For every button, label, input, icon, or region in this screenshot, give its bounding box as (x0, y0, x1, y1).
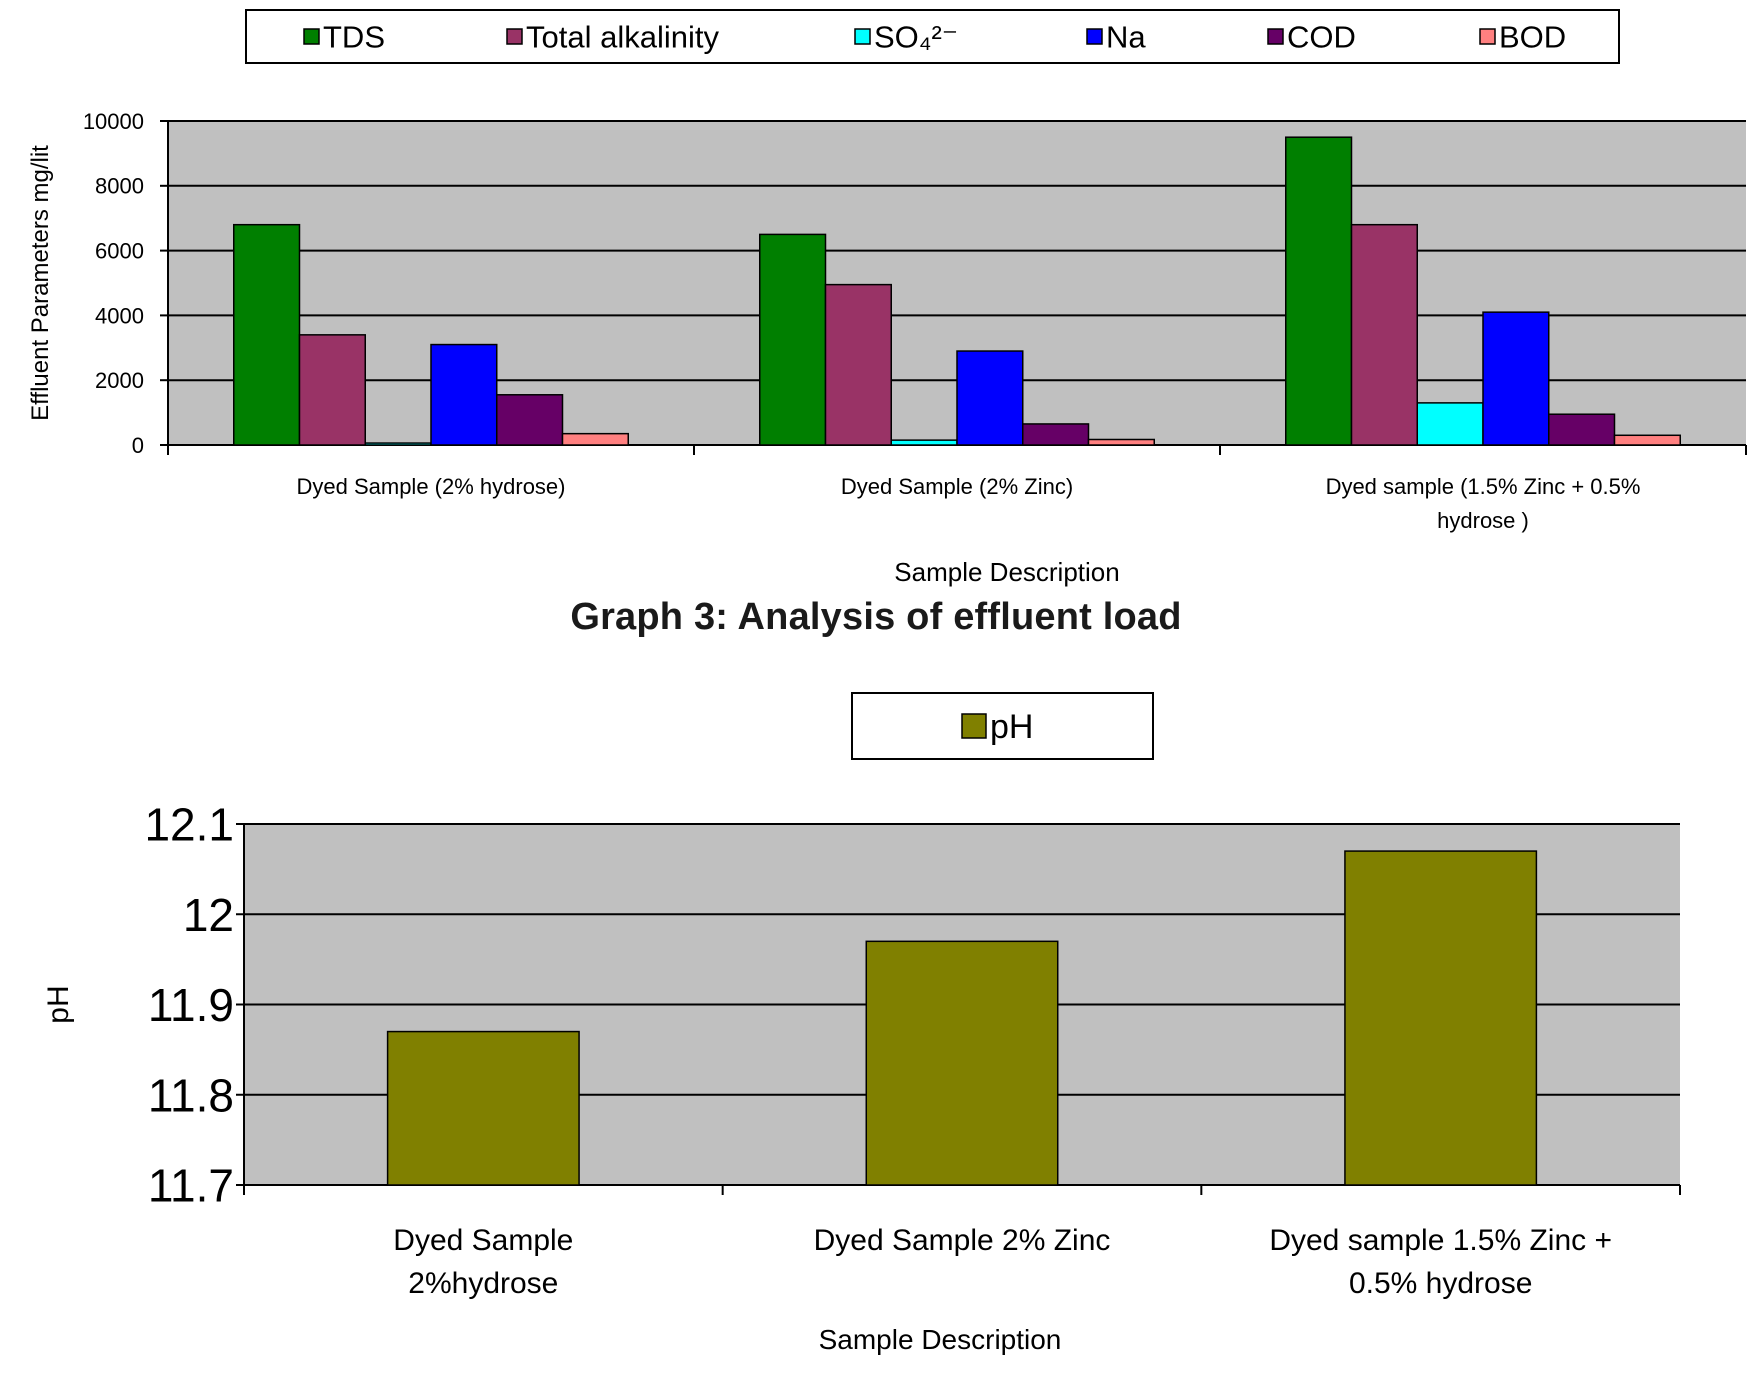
chart1-legend-label-3: Na (1106, 20, 1146, 55)
chart1-bar-cod-2 (1548, 413, 1616, 446)
chart2-bar-ph-2 (1344, 850, 1538, 1186)
chart1-category-label-2-0: Dyed sample (1.5% Zinc + 0.5% (1326, 474, 1641, 499)
chart1-bar-cod-1 (1022, 423, 1090, 446)
chart1-legend-label-4: COD (1287, 20, 1356, 55)
chart1-legend-swatch-0 (303, 28, 320, 45)
chart2-category-label-2-0: Dyed sample 1.5% Zinc + (1269, 1224, 1612, 1257)
chart1-bar-cod-0 (496, 394, 564, 446)
figure-caption: Graph 3: Analysis of effluent load (570, 596, 1182, 638)
chart1-x-axis-title: Sample Description (894, 557, 1119, 587)
chart2-category-label-0-1: 2%hydrose (408, 1267, 558, 1300)
chart1-ytick-label-2: 4000 (95, 303, 144, 328)
chart1-bar-na-1 (956, 350, 1024, 446)
chart2-y-axis-title: pH (42, 985, 75, 1023)
chart2-ytick-label-3: 12 (183, 889, 234, 941)
chart1-bar-na-0 (430, 343, 498, 446)
chart1-ytick-label-4: 8000 (95, 174, 144, 199)
chart1-legend-label-0: TDS (323, 20, 385, 55)
chart2-legend-box (851, 692, 1154, 760)
chart1-bar-so-0 (364, 442, 432, 446)
chart1-legend-label-2: SO₄²⁻ (874, 20, 958, 55)
chart1-bar-tds-0 (233, 223, 301, 446)
chart1-bar-tds-2 (1285, 136, 1353, 446)
chart2-category-label-0-0: Dyed Sample (393, 1224, 573, 1257)
chart1-bar-bod-0 (561, 432, 629, 446)
chart2-category-label-2-1: 0.5% hydrose (1349, 1267, 1532, 1300)
chart1-bar-tds-1 (759, 233, 827, 446)
chart1-bar-so-1 (890, 439, 958, 446)
chart2-legend-label-0: pH (990, 708, 1033, 746)
chart1-ytick-label-5: 10000 (83, 109, 144, 134)
chart1-legend-label-1: Total alkalinity (526, 20, 719, 55)
chart2-x-axis-title: Sample Description (819, 1324, 1062, 1355)
chart1-legend-box (245, 9, 1620, 64)
chart1-ytick-label-0: 0 (132, 433, 144, 458)
chart1-category-label-1-0: Dyed Sample (2% Zinc) (841, 474, 1073, 499)
chart1-bar-so-2 (1416, 402, 1484, 446)
chart1-legend-swatch-1 (506, 28, 523, 45)
chart2-category-label-1-0: Dyed Sample 2% Zinc (814, 1224, 1111, 1257)
chart1-legend-swatch-2 (854, 28, 871, 45)
chart1-bar-totalalkalinity-1 (824, 283, 892, 446)
chart1-y-axis-title: Effluent Parameters mg/lit (27, 145, 54, 421)
chart2-ytick-label-4: 12.1 (144, 799, 234, 851)
chart1-ytick-label-3: 6000 (95, 239, 144, 264)
chart1-bar-bod-2 (1613, 434, 1681, 446)
chart1-bar-na-2 (1482, 311, 1550, 446)
chart1-bar-totalalkalinity-0 (298, 334, 366, 446)
chart1-category-label-2-1: hydrose ) (1437, 508, 1529, 533)
chart1-category-label-0-0: Dyed Sample (2% hydrose) (296, 474, 565, 499)
chart2-ytick-label-1: 11.8 (148, 1069, 234, 1121)
chart2-bar-ph-0 (386, 1030, 580, 1186)
chart1-legend-label-5: BOD (1499, 20, 1566, 55)
chart2-bar-ph-1 (865, 940, 1059, 1186)
chart1-legend-swatch-5 (1479, 28, 1496, 45)
chart2-legend-swatch-0 (961, 713, 987, 739)
chart2-ytick-label-0: 11.7 (148, 1160, 234, 1212)
chart1-legend-swatch-3 (1086, 28, 1103, 45)
chart1-legend-swatch-4 (1267, 28, 1284, 45)
chart2-ytick-label-2: 11.9 (148, 979, 234, 1031)
chart1-ytick-label-1: 2000 (95, 368, 144, 393)
chart1-bar-totalalkalinity-2 (1350, 223, 1418, 446)
chart1-bar-bod-1 (1087, 438, 1155, 446)
